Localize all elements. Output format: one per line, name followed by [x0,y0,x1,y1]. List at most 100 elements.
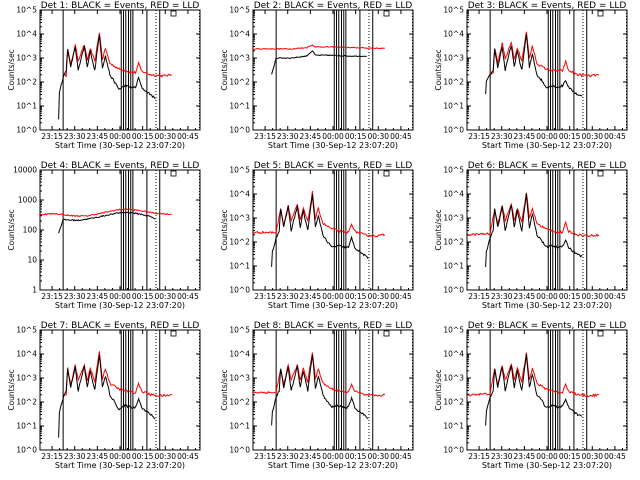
panel-title: Det 3: BLACK = Events, RED = LLD [468,1,627,11]
panel-7: 10^010^110^210^310^410^523:15 23:30 23:45 0… [7,321,201,470]
x-tick-label: 00:45 [390,292,412,301]
x-tick-label: 23:15 [41,132,63,141]
x-tick-label: 00:15 [132,132,154,141]
x-tick-label: 23:45 [300,292,322,301]
y-tick-label: 10^0 [16,125,37,134]
panel-5: 10^010^110^210^310^410^523:15 23:30 23:45 0… [220,161,414,310]
y-tick-label: 10^3 [229,374,250,383]
x-tick-label: 23:15 [468,292,490,301]
y-tick-label: 10^5 [443,326,464,335]
y-tick-label: 10^2 [229,398,250,407]
panel-title: Det 7: BLACK = Events, RED = LLD [41,321,200,331]
x-tick-label: 23:30 [491,292,513,301]
panel-2: 10^010^110^210^310^410^523:15 23:30 23:45 0… [220,1,414,150]
lld-series-line [467,352,600,398]
y-tick-label: 10^3 [16,374,37,383]
x-tick-label: 00:30 [367,292,389,301]
x-tick-label: 00:00 [109,132,131,141]
x-tick-label: 00:15 [345,132,367,141]
y-tick-label: 10^2 [443,238,464,247]
x-tick-label: 23:45 [300,132,322,141]
x-tick-label: 23:45 [514,132,536,141]
x-tick-label: 00:30 [581,132,603,141]
y-tick-label: 10^5 [229,166,250,175]
events-series-line [58,354,156,438]
y-axis-label: Counts/sec [434,369,443,410]
y-tick-label: 10^3 [16,54,37,63]
x-tick-label: 00:45 [390,452,412,461]
panel-title: Det 6: BLACK = Events, RED = LLD [468,161,627,171]
x-tick-label: 00:30 [154,132,176,141]
y-tick-label: 10^4 [16,30,37,39]
y-axis-label: Counts/sec [434,49,443,90]
y-tick-label: 10^3 [443,374,464,383]
x-tick-label: 00:45 [604,292,626,301]
x-axis-label: Start Time (30-Sep-12 23:07:20) [268,461,398,470]
y-axis-label: Counts/sec [220,209,229,250]
x-tick-label: 00:15 [559,132,581,141]
panel-8: 10^010^110^210^310^410^523:15 23:30 23:45 0… [220,321,414,470]
x-tick-label: 23:15 [468,132,490,141]
x-tick-label: 23:15 [254,292,276,301]
panel-6: 10^010^110^210^310^410^523:15 23:30 23:45 0… [434,161,628,310]
legend-marker [383,330,390,337]
y-tick-label: 10^4 [229,190,250,199]
events-series-line [58,34,156,120]
x-tick-label: 00:00 [536,292,558,301]
y-tick-label: 10^5 [16,326,37,335]
y-tick-label: 100 [23,226,38,235]
y-tick-label: 10^4 [16,350,37,359]
y-axis-label: Counts/sec [220,369,229,410]
lld-series-line [62,351,172,398]
legend-marker [597,170,604,177]
x-tick-label: 23:45 [87,292,109,301]
panel-9: 10^010^110^210^310^410^523:15 23:30 23:45 0… [434,321,628,470]
y-tick-label: 10^0 [229,285,250,294]
panel-title: Det 1: BLACK = Events, RED = LLD [41,1,200,11]
x-tick-label: 00:30 [367,452,389,461]
y-tick-label: 10^4 [443,190,464,199]
x-tick-label: 23:30 [64,132,86,141]
x-tick-label: 23:30 [64,292,86,301]
y-tick-label: 10^3 [229,54,250,63]
x-tick-label: 00:00 [536,132,558,141]
y-tick-label: 10^5 [443,6,464,15]
x-tick-label: 23:15 [468,452,490,461]
y-tick-label: 1 [32,285,37,294]
lld-series-line [253,352,386,397]
y-tick-label: 10^2 [16,78,37,87]
x-tick-label: 00:15 [559,452,581,461]
events-series-line [271,194,369,267]
x-tick-label: 23:15 [41,452,63,461]
y-tick-label: 10^4 [229,30,250,39]
x-tick-label: 00:45 [177,292,199,301]
x-tick-label: 00:30 [154,452,176,461]
y-axis-label: Counts/sec [7,369,16,410]
events-series-line [485,34,583,97]
y-tick-label: 10^3 [443,214,464,223]
x-tick-label: 00:45 [177,132,199,141]
y-tick-label: 10^1 [16,102,37,111]
y-axis-label: Counts/sec [220,49,229,90]
x-tick-label: 00:00 [322,292,344,301]
panel-3: 10^010^110^210^310^410^523:15 23:30 23:45 0… [434,1,628,150]
x-axis-label: Start Time (30-Sep-12 23:07:20) [268,141,398,150]
y-tick-label: 10^2 [229,78,250,87]
y-tick-label: 10^4 [443,350,464,359]
y-tick-label: 10^2 [16,398,37,407]
y-tick-label: 10^1 [443,102,464,111]
y-tick-label: 10^0 [443,285,464,294]
events-series-line [58,211,156,234]
x-axis-label: Start Time (30-Sep-12 23:07:20) [482,141,612,150]
lld-series-line [253,44,386,50]
panel-title: Det 2: BLACK = Events, RED = LLD [254,1,413,11]
x-tick-label: 00:15 [345,452,367,461]
y-tick-label: 10^1 [443,262,464,271]
x-tick-label: 00:30 [367,132,389,141]
y-tick-label: 10^5 [16,6,37,15]
panel-title: Det 4: BLACK = Events, RED = LLD [41,161,200,171]
legend-marker [170,170,177,177]
x-tick-label: 00:00 [536,452,558,461]
x-tick-label: 23:45 [514,452,536,461]
x-tick-label: 00:00 [322,132,344,141]
